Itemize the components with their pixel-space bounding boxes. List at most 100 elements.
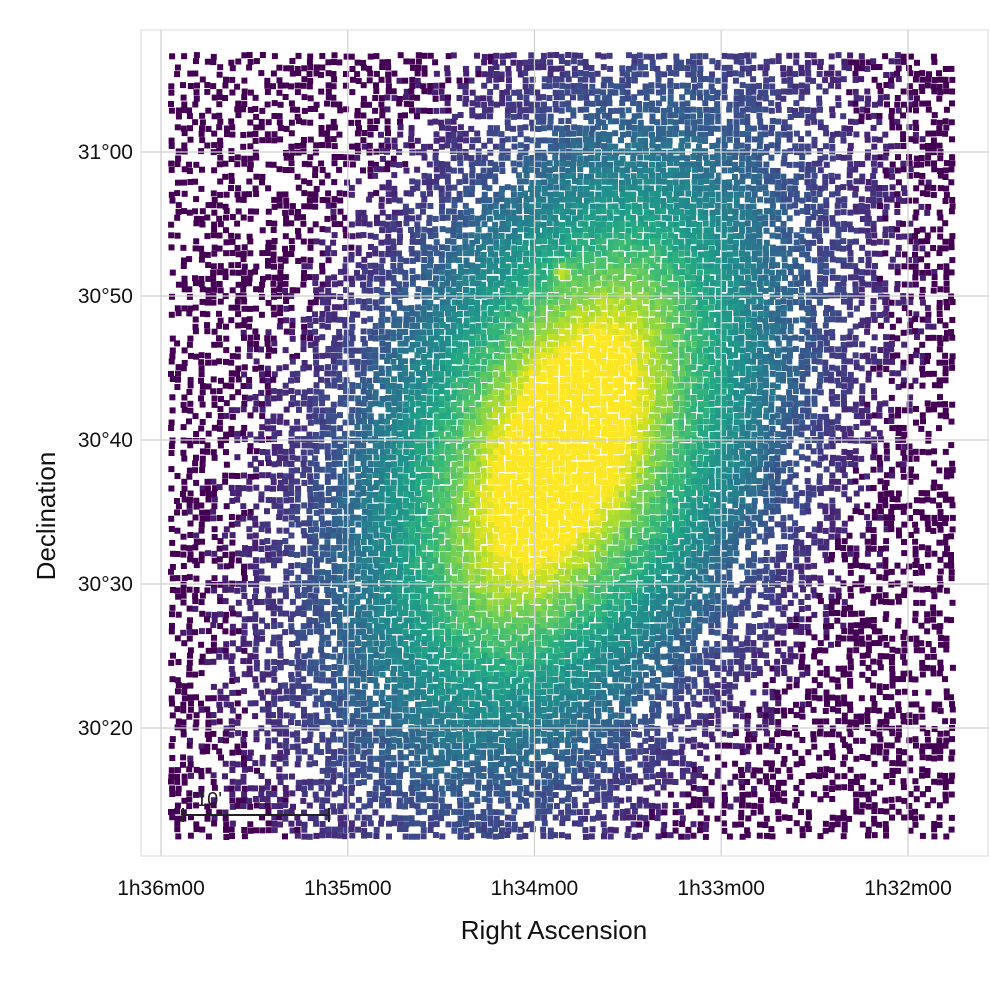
density-cell — [499, 287, 506, 294]
density-cell — [462, 178, 469, 185]
density-cell — [246, 377, 253, 383]
density-cell — [745, 256, 752, 263]
density-cell — [384, 377, 391, 384]
density-cell — [342, 82, 349, 89]
density-cell — [703, 125, 710, 132]
density-cell — [655, 136, 662, 143]
density-cell — [523, 250, 530, 257]
density-cell — [223, 323, 229, 330]
density-cell — [541, 137, 548, 144]
density-cell — [720, 154, 727, 160]
density-cell — [684, 113, 691, 120]
density-cell — [871, 286, 878, 293]
density-cell — [523, 305, 530, 312]
density-cell — [420, 329, 427, 336]
density-cell — [763, 311, 770, 318]
density-cell — [642, 310, 649, 317]
density-cell — [726, 160, 733, 167]
density-cell — [408, 246, 415, 252]
density-cell — [600, 89, 607, 96]
density-cell — [361, 359, 368, 366]
density-cell — [900, 298, 907, 305]
density-cell — [703, 239, 710, 246]
density-cell — [769, 83, 776, 90]
density-cell — [300, 346, 307, 353]
density-cell — [540, 364, 547, 371]
density-cell — [277, 136, 284, 143]
density-cell — [692, 287, 698, 294]
density-cell — [798, 136, 805, 143]
density-cell — [210, 263, 217, 270]
density-cell — [810, 178, 817, 185]
density-cell — [769, 370, 776, 377]
density-cell — [612, 178, 619, 185]
density-cell — [937, 185, 944, 192]
density-cell — [402, 281, 409, 288]
density-cell — [342, 245, 348, 251]
density-cell — [210, 281, 217, 288]
density-cell — [499, 185, 505, 192]
density-cell — [649, 113, 656, 120]
density-cell — [559, 101, 566, 108]
density-cell — [644, 346, 650, 353]
density-cell — [702, 209, 709, 216]
density-cell — [540, 118, 547, 125]
density-cell — [253, 208, 259, 215]
density-cell — [690, 106, 697, 113]
density-cell — [919, 299, 926, 306]
density-cell — [690, 130, 697, 137]
density-cell — [192, 101, 199, 108]
density-cell — [414, 256, 421, 263]
density-cell — [505, 233, 512, 240]
density-cell — [331, 364, 338, 371]
density-cell — [864, 210, 871, 216]
density-cell — [216, 232, 223, 239]
density-cell — [601, 155, 608, 162]
density-cell — [540, 232, 547, 239]
density-cell — [793, 262, 799, 269]
density-cell — [750, 298, 757, 305]
density-cell — [733, 304, 740, 311]
density-cell — [492, 59, 499, 66]
density-cell — [673, 125, 680, 132]
density-cell — [468, 370, 475, 377]
density-cell — [240, 250, 247, 257]
density-cell — [481, 191, 488, 198]
density-cell — [360, 274, 367, 281]
density-cell — [307, 244, 314, 251]
density-cell — [924, 160, 931, 167]
density-cell — [607, 203, 614, 210]
density-cell — [876, 358, 883, 365]
density-cell — [391, 322, 398, 329]
density-cell — [553, 202, 560, 209]
density-cell — [505, 52, 511, 59]
density-cell — [361, 298, 368, 305]
density-cell — [745, 365, 752, 372]
density-cell — [283, 328, 290, 335]
density-cell — [847, 274, 854, 281]
density-cell — [691, 250, 698, 257]
density-cell — [361, 130, 368, 136]
density-cell — [696, 155, 702, 161]
density-cell — [805, 113, 812, 120]
density-cell — [661, 364, 668, 371]
density-cell — [499, 341, 506, 347]
density-cell — [307, 64, 314, 71]
density-cell — [493, 346, 500, 352]
density-cell — [702, 76, 709, 82]
density-cell — [510, 233, 517, 239]
density-cell — [360, 59, 367, 66]
density-cell — [829, 112, 836, 119]
density-cell — [440, 365, 446, 372]
density-cell — [402, 287, 409, 294]
density-cell — [264, 77, 271, 84]
density-cell — [192, 323, 199, 330]
density-cell — [342, 263, 349, 270]
density-cell — [438, 251, 445, 258]
density-cell — [948, 329, 955, 336]
density-cell — [684, 304, 691, 311]
density-cell — [511, 328, 518, 335]
density-cell — [331, 154, 338, 160]
density-cell — [655, 244, 661, 251]
density-cell — [354, 269, 360, 276]
